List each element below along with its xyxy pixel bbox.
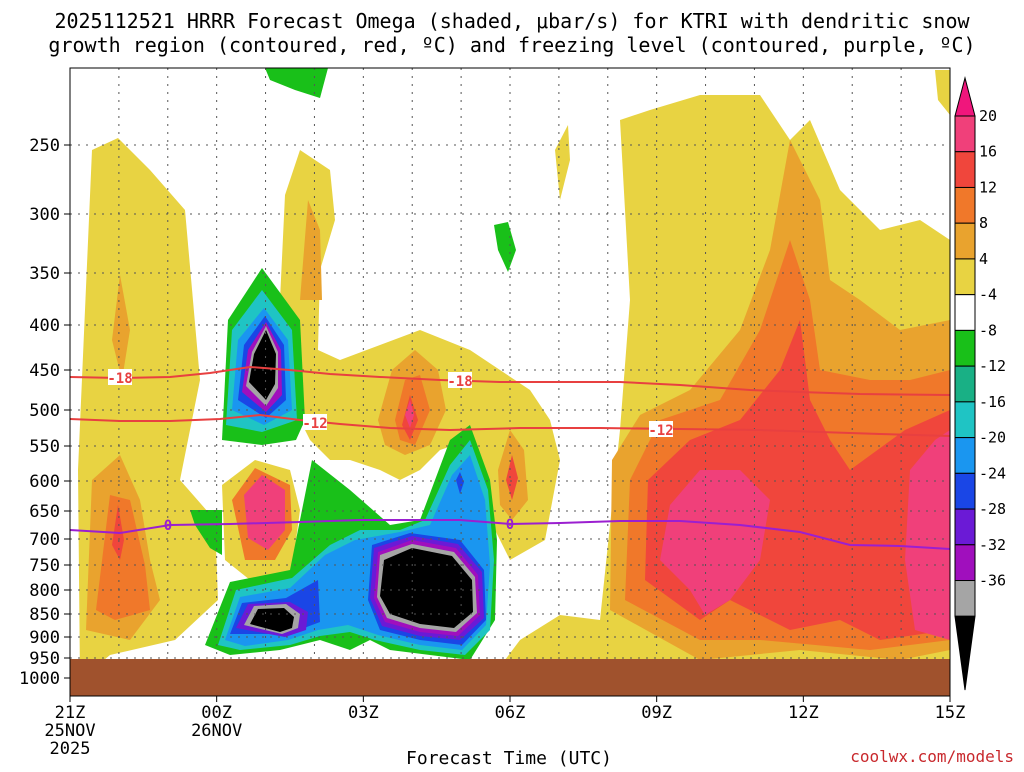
x-tick-label: 15Z [935,703,966,723]
dgz-label-bg [303,414,327,430]
y-tick-label: 250 [29,136,60,156]
omega-region-right-pink [660,470,770,615]
x-tick-label: 09Z [641,703,672,723]
colorbar-label: 12 [979,178,997,196]
y-tick-label: 550 [29,437,60,457]
omega-region-left-upper-gold [112,275,130,380]
colorbar: 20 16 12 8 4 -4 -8 -12 -16 -20 -24 -28 -32 -36 [954,76,1006,691]
colorbar-label: 16 [979,143,997,161]
grid-lines [70,68,950,696]
y-tick-label: 300 [29,205,60,225]
omega-region-small-red [506,455,518,500]
omega-small-green [494,222,516,272]
dgz-contours: -18 -18 -12 -12 [70,365,950,439]
colorbar-label: -20 [979,429,1006,447]
chart-title-line2: growth region (contoured, red, ºC) and f… [48,33,975,57]
omega-column-black [249,330,276,400]
freezing-label-a: 0 [164,518,172,534]
dgz-label-bg [108,369,132,385]
colorbar-swatch [954,115,976,153]
colorbar-label: -28 [979,500,1006,518]
colorbar-swatch [954,365,976,403]
colorbar-label: 4 [979,250,988,268]
dgz-label-bg [448,372,472,388]
colorbar-swatch [954,294,976,331]
dgz-label-minus18-b: -18 [447,374,472,390]
x-tick-date: 25NOV [44,721,95,741]
y-tick-label: 650 [29,502,60,522]
omega-region-right-top-yellow [935,70,950,115]
colorbar-swatch [954,472,976,510]
ground-below-surface [70,659,950,696]
y-tick-label: 500 [29,401,60,421]
colorbar-label: -16 [979,393,1006,411]
dgz-label-minus18-a: -18 [107,371,132,387]
omega-region-mid-gold [300,200,322,300]
omega-lower-black [250,608,294,632]
colorbar-swatch [954,544,976,582]
contour-minus18 [70,365,950,396]
colorbar-swatch [954,222,976,260]
x-tick-label: 03Z [348,703,379,723]
chart-title-line1: 2025112521 HRRR Forecast Omega (shaded, … [54,9,970,33]
colorbar-swatch [954,401,976,439]
credit-link[interactable]: coolwx.com/models [850,747,1014,766]
x-tick-label: 21Z [55,703,86,723]
colorbar-label: -24 [979,464,1006,482]
omega-region-left-orange [96,495,150,620]
contour-minus12 [70,413,950,437]
plot-area: -18 -18 -12 -12 0 0 [70,68,950,696]
y-tick-label: 950 [29,649,60,669]
colorbar-swatch [954,580,976,617]
colorbar-label: -12 [979,357,1006,375]
x-tick-label: 00Z [201,703,232,723]
dgz-label-bg [649,421,673,437]
x-axis-label: Forecast Time (UTC) [406,748,612,768]
y-tick-label: 400 [29,316,60,336]
y-tick-label: 450 [29,361,60,381]
x-tick-label: 06Z [495,703,526,723]
colorbar-swatch [954,186,976,224]
y-tick-label: 850 [29,605,60,625]
freezing-label-b: 0 [506,517,514,533]
y-tick-label: 700 [29,530,60,550]
y-tick-label: 350 [29,264,60,284]
colorbar-swatch [954,508,976,546]
omega-lower-black-2 [380,548,473,628]
y-tick-label: 600 [29,472,60,492]
omega-lower-deepblue-spot [456,472,464,494]
colorbar-swatch [954,437,976,474]
dgz-label-minus12-a: -12 [302,416,327,432]
y-tick-label: 800 [29,581,60,601]
omega-small-green-2 [190,510,222,555]
colorbar-label: 8 [979,214,988,232]
x-tick-label: 12Z [788,703,819,723]
freezing-level-contour: 0 0 [70,517,950,550]
colorbar-label: -36 [979,572,1006,590]
colorbar-swatch [954,329,976,367]
colorbar-swatch [954,258,976,296]
contour-freezing-0 [70,519,950,550]
y-tick-label: 900 [29,628,60,648]
x-tick-year: 2025 [50,739,91,759]
x-tick-date: 26NOV [191,721,242,741]
colorbar-bottom-arrow [954,615,976,691]
omega-region-small-yellow-lobe [540,620,575,645]
y-tick-label: 750 [29,556,60,576]
omega-region-right-pink-2 [905,430,950,640]
omega-region-left-inner-pink [244,475,285,550]
colorbar-label: 20 [979,107,997,125]
y-tick-label: 1000 [19,669,60,689]
colorbar-label: -32 [979,536,1006,554]
colorbar-top-arrow [954,76,976,117]
colorbar-swatch [954,151,976,188]
omega-top-green [265,68,328,98]
dgz-label-minus12-b: -12 [648,423,673,439]
y-axis: 250 300 350 400 450 500 550 600 650 700 750 800 850 9… [19,136,70,689]
omega-positive-shading [78,70,950,680]
colorbar-label: -4 [979,286,997,304]
colorbar-label: -8 [979,321,997,339]
